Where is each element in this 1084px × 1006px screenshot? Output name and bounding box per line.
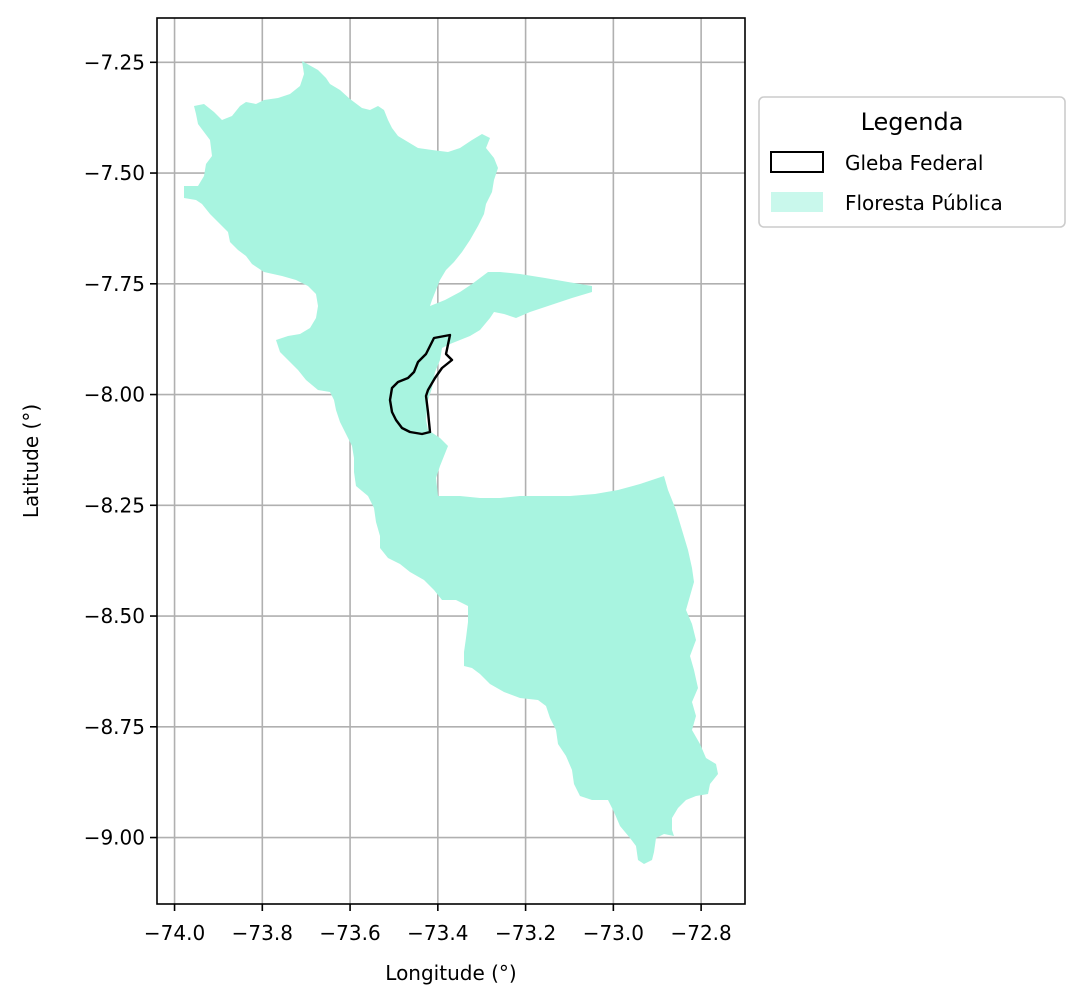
x-tick-label: −74.0 (144, 921, 205, 945)
floresta-publica-area (184, 61, 718, 864)
x-tick-label: −73.4 (407, 921, 468, 945)
y-tick-label: −8.25 (84, 493, 145, 517)
legend-gleba-label: Gleba Federal (845, 151, 983, 175)
x-axis-ticks: −74.0 −73.8 −73.6 −73.4 −73.2 −73.0 −72.8 (144, 904, 732, 945)
y-tick-label: −8.75 (84, 715, 145, 739)
y-tick-label: −7.25 (84, 50, 145, 74)
legend-floresta-label: Floresta Pública (845, 191, 1003, 215)
y-tick-label: −8.50 (84, 604, 145, 628)
x-tick-label: −73.8 (232, 921, 293, 945)
x-tick-label: −73.6 (319, 921, 380, 945)
y-axis-ticks: −7.25 −7.50 −7.75 −8.00 −8.25 −8.50 −8.75 −9.00 (84, 50, 157, 850)
axes-frame (156, 17, 746, 905)
y-tick-label: −7.50 (84, 161, 145, 185)
y-tick-label: −8.00 (84, 383, 145, 407)
x-tick-label: −73.2 (495, 921, 556, 945)
legend-gleba-swatch (770, 151, 824, 173)
legend-box (758, 96, 1066, 228)
legend-title: Legenda (861, 108, 964, 136)
x-tick-label: −73.0 (583, 921, 644, 945)
legend: Legenda Gleba Federal Floresta Pública (758, 96, 1066, 228)
y-tick-label: −9.00 (84, 826, 145, 850)
x-tick-label: −72.8 (670, 921, 731, 945)
y-axis-label: Latitude (°) (19, 404, 43, 518)
legend-floresta-swatch (771, 192, 823, 212)
y-tick-label: −7.75 (84, 272, 145, 296)
gleba-federal-outline (388, 333, 454, 436)
x-axis-label: Longitude (°) (385, 961, 516, 985)
